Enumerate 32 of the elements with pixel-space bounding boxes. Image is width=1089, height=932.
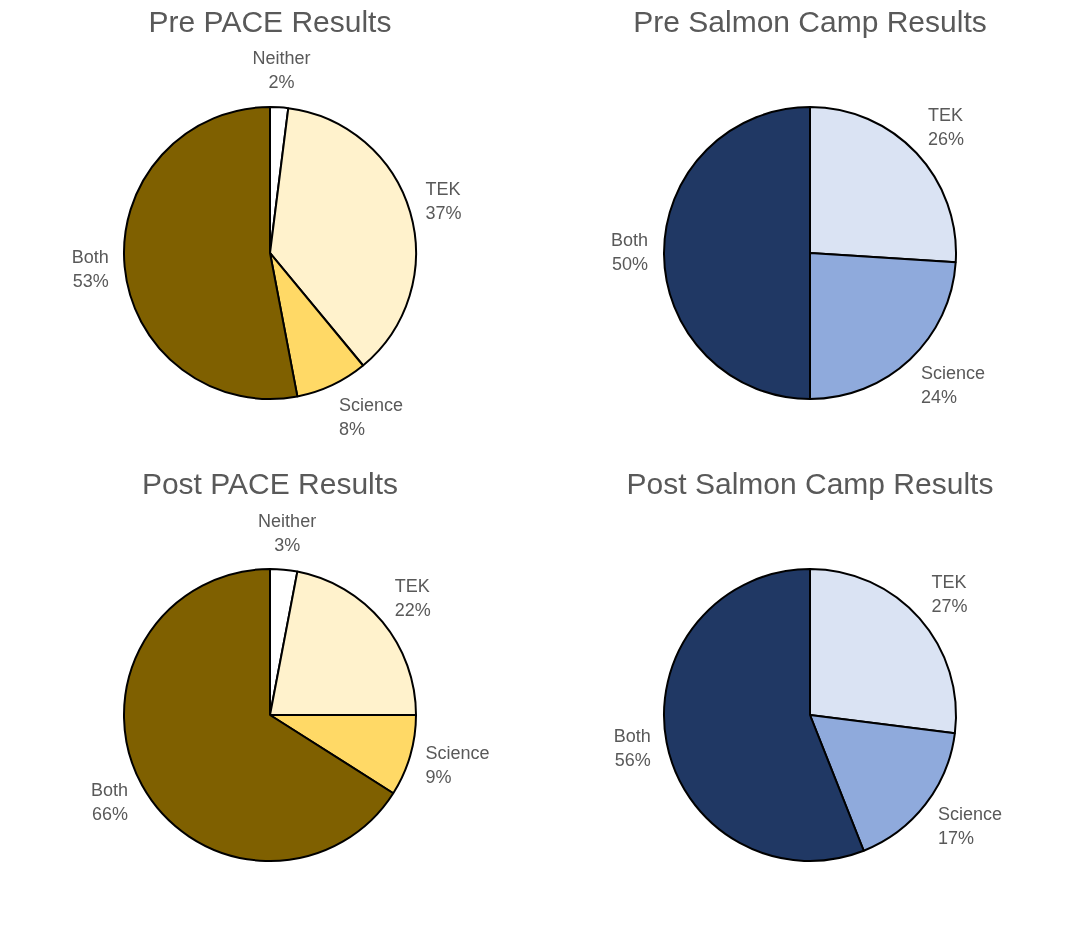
slice-label: Science bbox=[938, 803, 1003, 824]
data-label: 50% bbox=[611, 253, 648, 274]
data-label: 26% bbox=[928, 129, 965, 150]
slice-label: Both bbox=[610, 229, 648, 250]
slice-label: Science bbox=[425, 742, 490, 763]
data-label: 37% bbox=[425, 203, 462, 224]
chart-title: Pre PACE Results bbox=[148, 5, 392, 39]
data-label: 8% bbox=[338, 418, 365, 439]
data-label: 3% bbox=[274, 534, 301, 555]
slice-label: Science bbox=[338, 394, 404, 415]
slice-label: Science bbox=[920, 362, 985, 383]
data-label: 66% bbox=[92, 803, 129, 824]
data-label: 24% bbox=[920, 386, 957, 407]
data-label: 22% bbox=[394, 599, 431, 620]
slice-label: TEK bbox=[931, 571, 967, 592]
data-label: 17% bbox=[938, 827, 975, 848]
data-label: 2% bbox=[268, 72, 295, 93]
chart-title: Post PACE Results bbox=[141, 467, 399, 501]
slice-label: TEK bbox=[425, 179, 461, 200]
slice-label: Neither bbox=[252, 48, 311, 69]
slice-label: Neither bbox=[258, 510, 317, 531]
slice-label: TEK bbox=[394, 575, 430, 596]
slice-label: Both bbox=[613, 726, 651, 747]
slice-label: TEK bbox=[928, 105, 964, 126]
chart-title: Pre Salmon Camp Results bbox=[633, 5, 987, 39]
chart-title: Post Salmon Camp Results bbox=[626, 467, 994, 501]
data-label: 56% bbox=[614, 750, 651, 771]
slice-label: Both bbox=[91, 779, 129, 800]
data-label: 53% bbox=[72, 271, 109, 292]
data-label: 27% bbox=[931, 595, 968, 616]
data-label: 9% bbox=[425, 766, 452, 787]
slice-label: Both bbox=[71, 247, 109, 268]
